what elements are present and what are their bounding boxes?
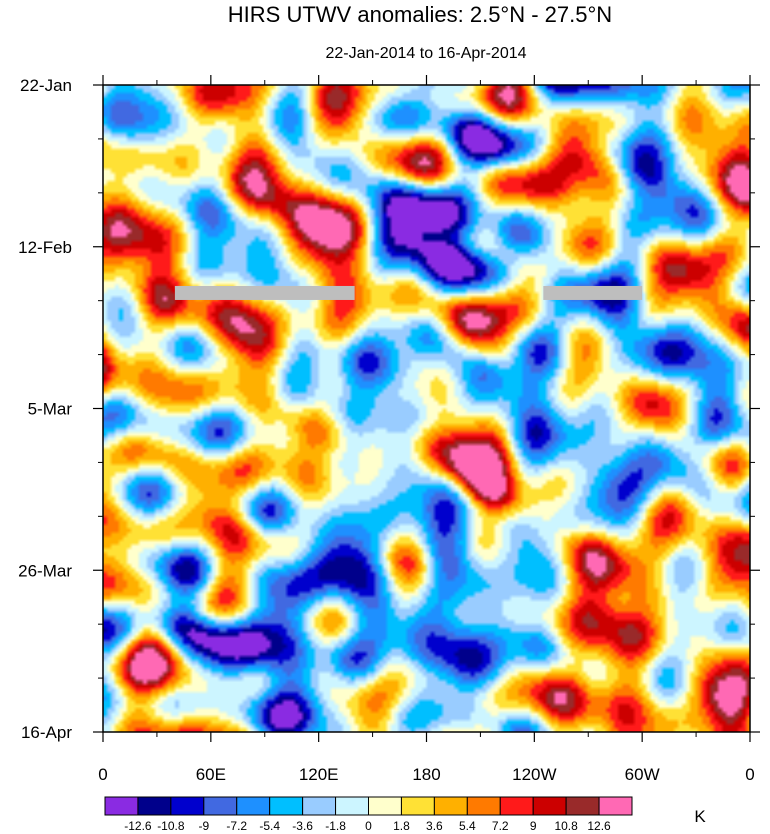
x-tick-label: 0 [745,765,754,784]
chart-title: HIRS UTWV anomalies: 2.5°N - 27.5°N [228,2,612,27]
colorbar-box [170,796,205,816]
colorbar-box [532,796,567,816]
missing-data-layer [174,285,643,300]
colorbar-label: 10.8 [554,819,578,833]
colorbar-label: -5.4 [259,819,280,833]
colorbar-label: -1.8 [325,819,346,833]
colorbar-label: -7.2 [226,819,247,833]
colorbar-box [335,796,369,816]
colorbar-label: 12.6 [587,819,611,833]
colorbar-box [137,796,172,816]
colorbar-box [236,796,271,816]
x-tick-label: 60W [625,765,660,784]
y-tick-label: 16-Apr [21,723,72,742]
colorbar-label: -9 [198,819,209,833]
colorbar-label: 9 [530,819,537,833]
colorbar-box [368,796,402,816]
colorbar-label: -10.8 [157,819,185,833]
chart-subtitle: 22-Jan-2014 to 16-Apr-2014 [325,45,526,62]
colorbar-label: 7.2 [492,819,509,833]
colorbar-label: 3.6 [426,819,443,833]
colorbar-box [433,796,468,816]
colorbar-label: 0 [365,819,372,833]
colorbar-box [269,796,304,816]
y-axis: 22-Jan 12-Feb 5-Mar 26-Mar 16-Apr [18,76,760,742]
y-tick-label: 5-Mar [28,400,73,419]
plot-area [103,85,750,732]
x-tick-label: 0 [98,765,107,784]
y-tick-label: 22-Jan [20,76,72,95]
y-tick-label: 26-Mar [18,561,72,580]
colorbar-label: -12.6 [124,819,152,833]
missing-data-bar [543,285,643,300]
colorbar-label: 1.8 [393,819,410,833]
colorbar-box [499,796,534,816]
missing-data-bar [174,285,355,300]
colorbar-box [104,796,139,816]
colorbar: -12.6 -10.8 -9 -7.2 -5.4 -3.6 -1.8 0 1.8 3.6 5.4 7.… [104,796,633,833]
colorbar-box [466,796,501,816]
x-tick-label: 60E [196,765,226,784]
x-tick-label: 180 [412,765,440,784]
colorbar-box [598,796,633,816]
x-axis: 0 60E 120E 180 120W 60W 0 [98,75,755,784]
colorbar-box [400,796,435,816]
y-tick-label: 12-Feb [18,238,72,257]
anomaly-heatmap [103,85,750,732]
x-tick-label: 120W [512,765,556,784]
colorbar-label: 5.4 [459,819,476,833]
colorbar-label: -3.6 [292,819,313,833]
units-label: K [694,807,706,826]
x-tick-label: 120E [299,765,339,784]
colorbar-box [302,796,337,816]
colorbar-box [565,796,600,816]
colorbar-box [203,796,238,816]
